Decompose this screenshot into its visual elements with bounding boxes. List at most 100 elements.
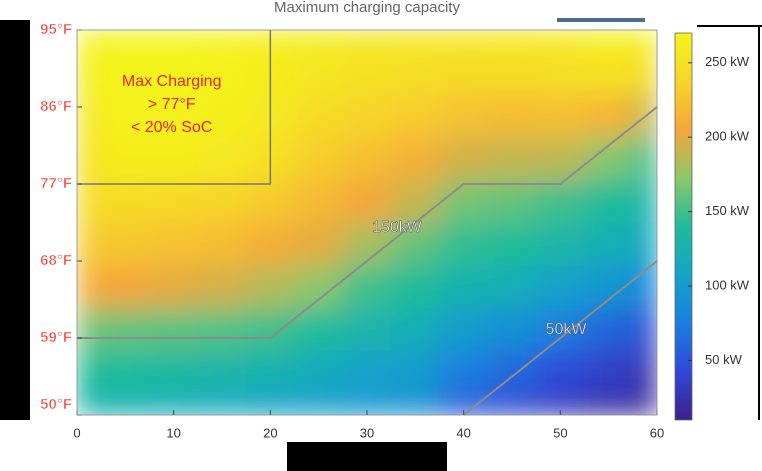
heat-cell <box>101 94 150 138</box>
heat-cell <box>101 350 150 395</box>
heat-cell <box>536 222 585 266</box>
heat-cell <box>632 308 658 352</box>
heat-cell <box>536 308 585 352</box>
heat-cell <box>439 179 489 223</box>
heat-cell <box>77 308 102 352</box>
plot-frame <box>76 29 658 416</box>
heat-cell <box>536 350 585 395</box>
heat-cell <box>439 308 489 352</box>
heat-cell <box>487 350 537 395</box>
heat-cell <box>391 94 440 138</box>
heat-cell <box>246 222 295 266</box>
contour-line <box>77 106 658 339</box>
colorbar-tick-label: 50 kW <box>705 352 743 367</box>
x-tick-label: 20 <box>263 425 277 440</box>
heat-cell <box>584 308 634 352</box>
heat-cell <box>584 30 634 52</box>
region-label: > 77°F <box>148 96 196 113</box>
heat-cell <box>342 94 392 138</box>
heat-cell <box>536 179 585 223</box>
heat-cell <box>197 30 247 52</box>
x-tick-label: 40 <box>456 425 470 440</box>
heat-cell <box>294 179 344 223</box>
x-tick-label: 60 <box>650 425 664 440</box>
heat-cell <box>584 94 634 138</box>
heat-cell <box>391 30 440 52</box>
heat-cell <box>101 51 150 95</box>
heat-cell <box>342 265 392 309</box>
heat-cell <box>536 393 585 416</box>
heat-cell <box>294 350 344 395</box>
heat-cell <box>149 30 199 52</box>
heat-cell <box>294 136 344 181</box>
heat-cell <box>294 30 344 52</box>
heat-cell <box>197 94 247 138</box>
heat-cell <box>632 136 658 181</box>
y-tick-label: 68°F <box>40 252 72 269</box>
region-box <box>77 30 272 185</box>
colorbar-tick-label: 100 kW <box>705 277 750 292</box>
heat-cell <box>487 179 537 223</box>
overlay: Max Charging > 77°F < 20% SoC 150kW 50kW 0 10 2… <box>40 21 750 441</box>
x-tick-label: 30 <box>360 425 374 440</box>
heat-cell <box>149 308 199 352</box>
heat-cell <box>342 222 392 266</box>
heat-cell <box>391 179 440 223</box>
heat-cell <box>197 350 247 395</box>
heat-cell <box>149 350 199 395</box>
contour-line <box>463 260 658 416</box>
heat-cell <box>632 350 658 395</box>
heat-cell <box>391 308 440 352</box>
colorbar-tick-label: 200 kW <box>705 129 750 144</box>
heat-cell <box>197 179 247 223</box>
y-tick-label: 86°F <box>40 98 72 115</box>
y-tick-label: 77°F <box>40 175 72 192</box>
heat-cell <box>101 393 150 416</box>
heat-cell <box>487 308 537 352</box>
heat-cell <box>342 393 392 416</box>
heat-cell <box>439 222 489 266</box>
heat-cell <box>342 136 392 181</box>
heat-cell <box>632 265 658 309</box>
heat-cell <box>149 51 199 95</box>
heat-cell <box>197 308 247 352</box>
heat-cell <box>101 222 150 266</box>
heat-cell <box>391 136 440 181</box>
heat-cell <box>246 308 295 352</box>
heat-cell <box>246 350 295 395</box>
heat-cell <box>584 393 634 416</box>
mask-bottom <box>287 442 447 471</box>
heat-cell <box>101 265 150 309</box>
y-tick-label: 95°F <box>40 21 72 38</box>
heat-cell <box>536 51 585 95</box>
heat-cell <box>584 51 634 95</box>
heat-cell <box>197 51 247 95</box>
heat-cell <box>197 393 247 416</box>
heat-cell <box>536 94 585 138</box>
heat-cell <box>439 30 489 52</box>
colorbar-tick-label: 150 kW <box>705 203 750 218</box>
heat-cell <box>391 393 440 416</box>
heat-cell <box>632 393 658 416</box>
heat-cell <box>391 51 440 95</box>
heat-cell <box>101 308 150 352</box>
heat-cell <box>391 265 440 309</box>
y-tick-label: 50°F <box>40 396 72 413</box>
legend-stub <box>557 18 645 22</box>
heat-cell <box>294 94 344 138</box>
heat-cell <box>149 94 199 138</box>
heat-cell <box>149 393 199 416</box>
heat-cell <box>487 136 537 181</box>
heat-cell <box>439 393 489 416</box>
heat-cell <box>77 265 102 309</box>
y-tick-label: 59°F <box>40 329 72 346</box>
heat-cell <box>391 350 440 395</box>
heat-cell <box>294 222 344 266</box>
heat-cell <box>632 30 658 52</box>
heat-cell <box>294 393 344 416</box>
heat-cell <box>632 51 658 95</box>
heat-cell <box>77 179 102 223</box>
heat-cell <box>632 179 658 223</box>
heat-cell <box>77 393 102 416</box>
